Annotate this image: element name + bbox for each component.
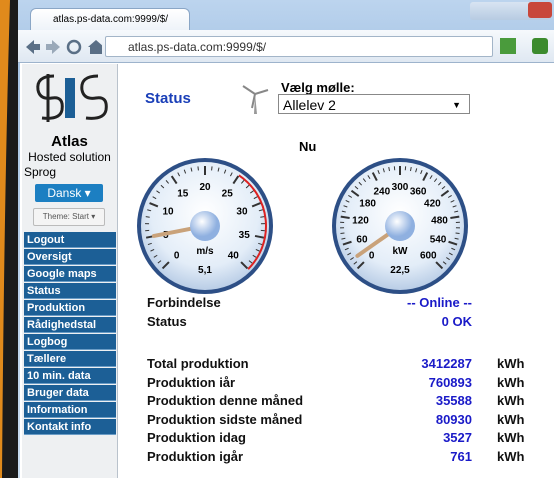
gauge-tick-label: 120: [352, 216, 369, 227]
menu-item[interactable]: Tællere: [24, 351, 116, 367]
gauge-tick: [450, 217, 459, 218]
row-value: 3527: [352, 430, 472, 445]
tab-title: atlas.ps-data.com:9999/$/: [53, 14, 168, 25]
row-label: Produktion idag: [147, 430, 246, 445]
app-subtitle: Hosted solution: [22, 150, 117, 164]
gauge-tick-label: 540: [430, 234, 447, 245]
menu-item[interactable]: Google maps: [24, 266, 116, 282]
row-value: 760893: [352, 375, 472, 390]
nav-buttons[interactable]: [22, 36, 102, 58]
menu-item[interactable]: Logout: [24, 232, 116, 248]
gauge-value: 22,5: [390, 265, 410, 276]
tab[interactable]: atlas.ps-data.com:9999/$/: [30, 8, 190, 30]
gauge-unit: m/s: [196, 246, 214, 257]
turbine-select[interactable]: Allelev 2 ▼: [278, 94, 470, 114]
extension-icon[interactable]: [532, 38, 548, 54]
menu-item[interactable]: Oversigt: [24, 249, 116, 265]
gauge-tick-label: 20: [199, 182, 211, 193]
gauge-tick-label: 10: [162, 207, 174, 218]
gauge-tick: [341, 217, 350, 218]
menu-item[interactable]: Bruger data: [24, 385, 116, 401]
menu-item[interactable]: Logbog: [24, 334, 116, 350]
row-value: -- Online --: [352, 295, 472, 310]
gauge-tick-label: 60: [356, 234, 368, 245]
url-text: atlas.ps-data.com:9999/$/: [128, 40, 266, 54]
gauge-hub: [190, 211, 220, 241]
row-value: 35588: [352, 393, 472, 408]
row-label: Produktion denne måned: [147, 393, 303, 408]
menu-item[interactable]: Status: [24, 283, 116, 299]
row-label: Produktion iår: [147, 375, 235, 390]
menu-item[interactable]: Rådighedstal: [24, 317, 116, 333]
app-title: Atlas: [22, 133, 117, 150]
row-label: Produktion sidste måned: [147, 412, 302, 427]
close-button[interactable]: [528, 2, 552, 18]
theme-button-text: Theme: Start: [43, 212, 89, 221]
menu-item[interactable]: 10 min. data: [24, 368, 116, 384]
gauge-tick-label: 40: [228, 250, 240, 261]
gauge-tick-label: 25: [222, 189, 234, 200]
gauge-tick-label: 35: [239, 230, 251, 241]
row-value: 80930: [352, 412, 472, 427]
gauge-tick: [260, 217, 264, 218]
logo: [32, 70, 108, 124]
gauge-tick-label: 30: [236, 207, 248, 218]
language-button[interactable]: Dansk ▾: [35, 184, 103, 202]
row-label: Produktion igår: [147, 449, 243, 464]
row-value: 0 OK: [352, 314, 472, 329]
row-value: 3412287: [352, 356, 472, 371]
menu-item[interactable]: Kontakt info: [24, 419, 116, 435]
menu-item[interactable]: Information: [24, 402, 116, 418]
language-label: Sprog: [24, 165, 56, 179]
row-unit: kWh: [497, 375, 524, 390]
language-button-text: Dansk: [47, 186, 81, 200]
gauge-tick-label: 180: [359, 198, 376, 209]
gauge-tick-label: 15: [177, 189, 189, 200]
desktop-swoosh: [0, 0, 20, 478]
screen: {"browser":{"tab_title":"atlas.ps-data.c…: [0, 0, 554, 478]
select-arrow: ▼: [452, 95, 461, 115]
select-value: Allelev 2: [283, 97, 336, 113]
gauge-hub: [385, 211, 415, 241]
extension-icon[interactable]: [500, 38, 516, 54]
address-bar[interactable]: atlas.ps-data.com:9999/$/: [105, 36, 493, 57]
row-label: Status: [147, 314, 187, 329]
row-unit: kWh: [497, 412, 524, 427]
gauge-tick-label: 360: [410, 186, 427, 197]
turbine-icon: [240, 80, 270, 114]
row-unit: kWh: [497, 393, 524, 408]
menu-item[interactable]: Produktion: [24, 300, 116, 316]
gauge-tick-label: 240: [373, 186, 390, 197]
heading: Status: [145, 90, 191, 107]
select-label: Vælg mølle:: [281, 80, 355, 95]
row-value: 761: [352, 449, 472, 464]
gauges: 0510152025303540m/s5,1060120180240300360…: [118, 140, 518, 300]
gauge-tick-label: 0: [369, 250, 375, 261]
row-unit: kWh: [497, 449, 524, 464]
gauge-tick-label: 300: [392, 182, 409, 193]
gauge-value: 5,1: [198, 265, 212, 276]
gauge-tick: [146, 217, 150, 218]
row-unit: kWh: [497, 430, 524, 445]
gauge-tick-label: 600: [420, 250, 437, 261]
theme-button[interactable]: Theme: Start ▾: [33, 208, 105, 226]
gauge-tick: [456, 233, 460, 234]
gauge-tick-label: 420: [424, 198, 441, 209]
gauge-tick-label: 480: [431, 216, 448, 227]
row-label: Total produktion: [147, 356, 249, 371]
gauge-unit: kW: [393, 246, 409, 257]
gauge-tick: [340, 233, 344, 234]
gauge-tick-label: 0: [174, 250, 180, 261]
row-label: Forbindelse: [147, 295, 221, 310]
row-unit: kWh: [497, 356, 524, 371]
